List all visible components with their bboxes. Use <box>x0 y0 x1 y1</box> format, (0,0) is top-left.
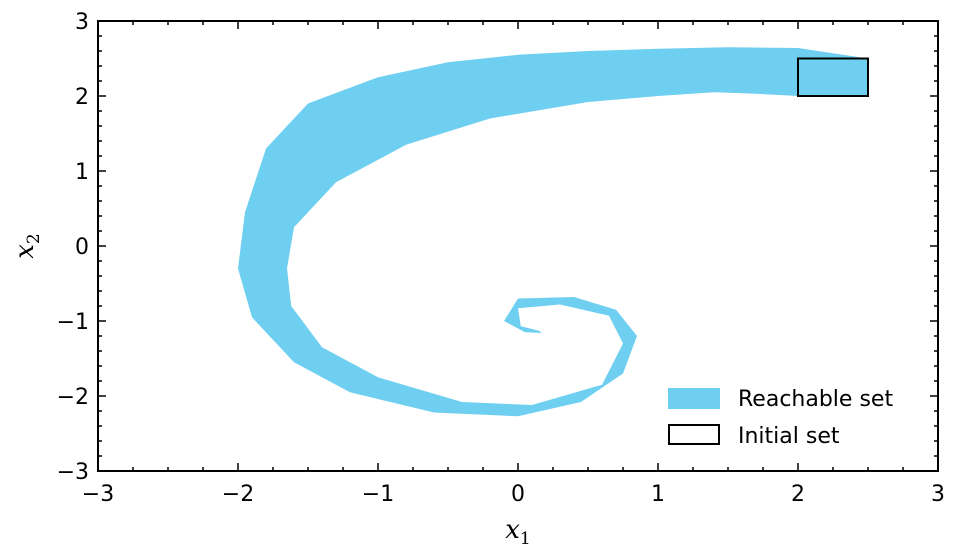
y-tick-label: −1 <box>57 310 89 335</box>
x-tick-label: 0 <box>511 482 525 507</box>
x-axis-label-main: x <box>505 515 520 545</box>
x-tick-label: −2 <box>222 482 254 507</box>
legend-label-reachable-set: Reachable set <box>738 387 893 412</box>
x-tick-label: −3 <box>82 482 114 507</box>
legend-swatch-initial-set <box>668 424 720 445</box>
x-axis-label: x1 <box>505 515 531 549</box>
y-tick-label: −2 <box>57 385 89 410</box>
x-tick-label: 3 <box>931 482 945 507</box>
y-tick-label: −3 <box>57 460 89 485</box>
x-tick-label: 2 <box>791 482 805 507</box>
reachable-set-region <box>238 47 868 417</box>
tick-labels: −3 −2 −1 0 1 2 3 −3 −2 −1 0 1 2 3 <box>57 10 945 507</box>
y-axis-label: x2 <box>10 233 44 259</box>
y-axis-label-main: x <box>10 244 40 259</box>
legend-swatch-reachable-set <box>668 388 720 409</box>
y-tick-label: 1 <box>75 160 89 185</box>
x-tick-label: −1 <box>362 482 394 507</box>
y-tick-label: 0 <box>75 235 89 260</box>
axis-ticks <box>97 20 939 472</box>
x-axis-label-subscript: 1 <box>520 529 531 549</box>
y-tick-label: 3 <box>75 10 89 35</box>
legend: Reachable set Initial set <box>668 387 893 449</box>
plot-regions <box>238 47 869 417</box>
legend-label-initial-set: Initial set <box>738 424 840 449</box>
y-tick-label: 2 <box>75 85 89 110</box>
initial-set-box <box>797 57 869 97</box>
x-tick-label: 1 <box>651 482 665 507</box>
y-axis-label-subscript: 2 <box>24 233 44 244</box>
